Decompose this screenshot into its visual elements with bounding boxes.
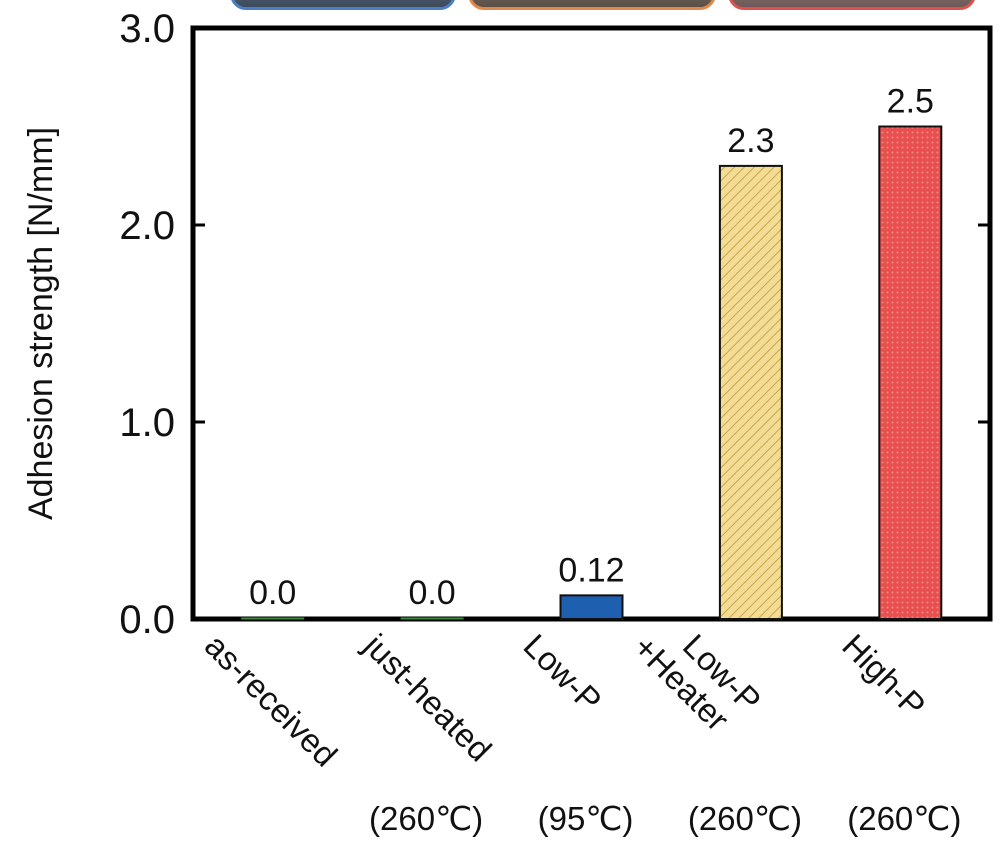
x-category-label: Low-P <box>517 627 609 719</box>
bar <box>718 164 783 620</box>
bar <box>559 594 624 620</box>
plot-frame <box>190 25 993 622</box>
x-category-line: Low-P <box>517 627 609 719</box>
x-category-label: just-heated <box>356 626 498 768</box>
bar <box>878 125 943 620</box>
x-category-line: as-received <box>198 627 345 774</box>
y-axis-label: Adhesion strength [N/mm] <box>22 127 60 520</box>
x-category-label: High-P <box>835 627 932 724</box>
y-tick-label: 3.0 <box>119 7 175 51</box>
x-temperature-label: (95℃) <box>538 800 634 837</box>
x-category-line: just-heated <box>356 626 498 768</box>
y-tick-label: 0.0 <box>119 598 175 642</box>
data-label: 0.12 <box>558 551 624 589</box>
y-tick-label: 2.0 <box>119 204 175 248</box>
x-temperature-label: (260℃) <box>847 800 961 837</box>
data-label: 2.5 <box>887 83 934 121</box>
x-temperature-label: (260℃) <box>369 800 483 837</box>
x-category-line: High-P <box>835 627 932 724</box>
bar <box>400 617 464 620</box>
bar <box>241 617 305 620</box>
data-label: 0.0 <box>249 574 296 612</box>
x-category-label: Low-P+Heater <box>626 603 768 745</box>
x-category-label: as-received <box>198 627 345 774</box>
data-label: 2.3 <box>727 122 774 160</box>
y-tick-label: 1.0 <box>119 401 175 445</box>
data-label: 0.0 <box>408 574 455 612</box>
x-temperature-label: (260℃) <box>688 800 802 837</box>
